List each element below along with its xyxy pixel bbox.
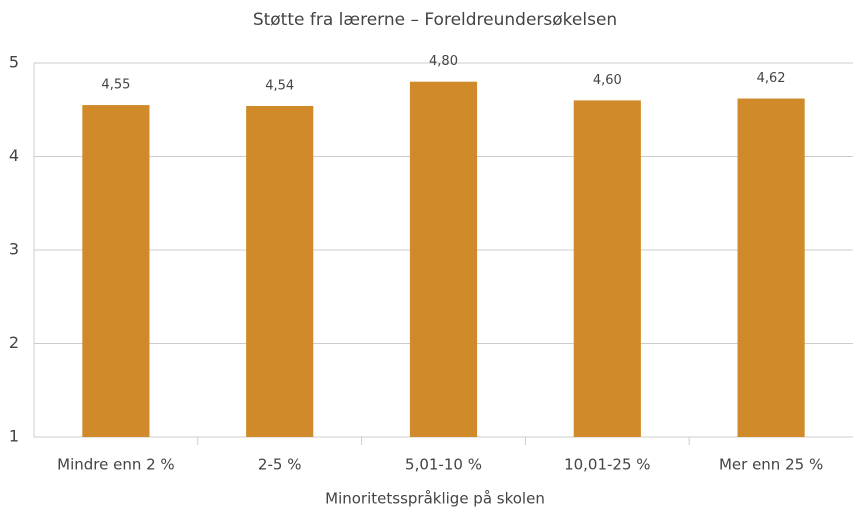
bar xyxy=(737,98,805,437)
bar xyxy=(246,106,314,437)
x-tick-label: 5,01-10 % xyxy=(405,456,482,474)
y-tick-label: 4 xyxy=(9,146,19,165)
data-label: 4,80 xyxy=(429,54,458,69)
y-tick-label: 5 xyxy=(9,53,19,72)
bar xyxy=(82,105,150,437)
bar xyxy=(409,81,478,437)
x-tick-label: Mindre enn 2 % xyxy=(57,456,175,474)
x-tick-label: 2-5 % xyxy=(258,456,302,474)
x-tick-label: 10,01-25 % xyxy=(564,456,650,474)
chart-title: Støtte fra lærerne – Foreldreundersøkels… xyxy=(253,10,617,30)
x-tick-label: Mer enn 25 % xyxy=(719,456,823,474)
data-label: 4,62 xyxy=(757,71,786,86)
data-label: 4,60 xyxy=(593,73,622,88)
data-label: 4,55 xyxy=(101,78,130,93)
y-tick-label: 3 xyxy=(9,240,19,259)
bar xyxy=(573,100,641,438)
y-tick-label: 2 xyxy=(9,333,19,352)
y-tick-label: 1 xyxy=(9,427,19,446)
x-axis-label: Minoritetsspråklige på skolen xyxy=(325,490,545,508)
data-label: 4,54 xyxy=(265,79,294,94)
